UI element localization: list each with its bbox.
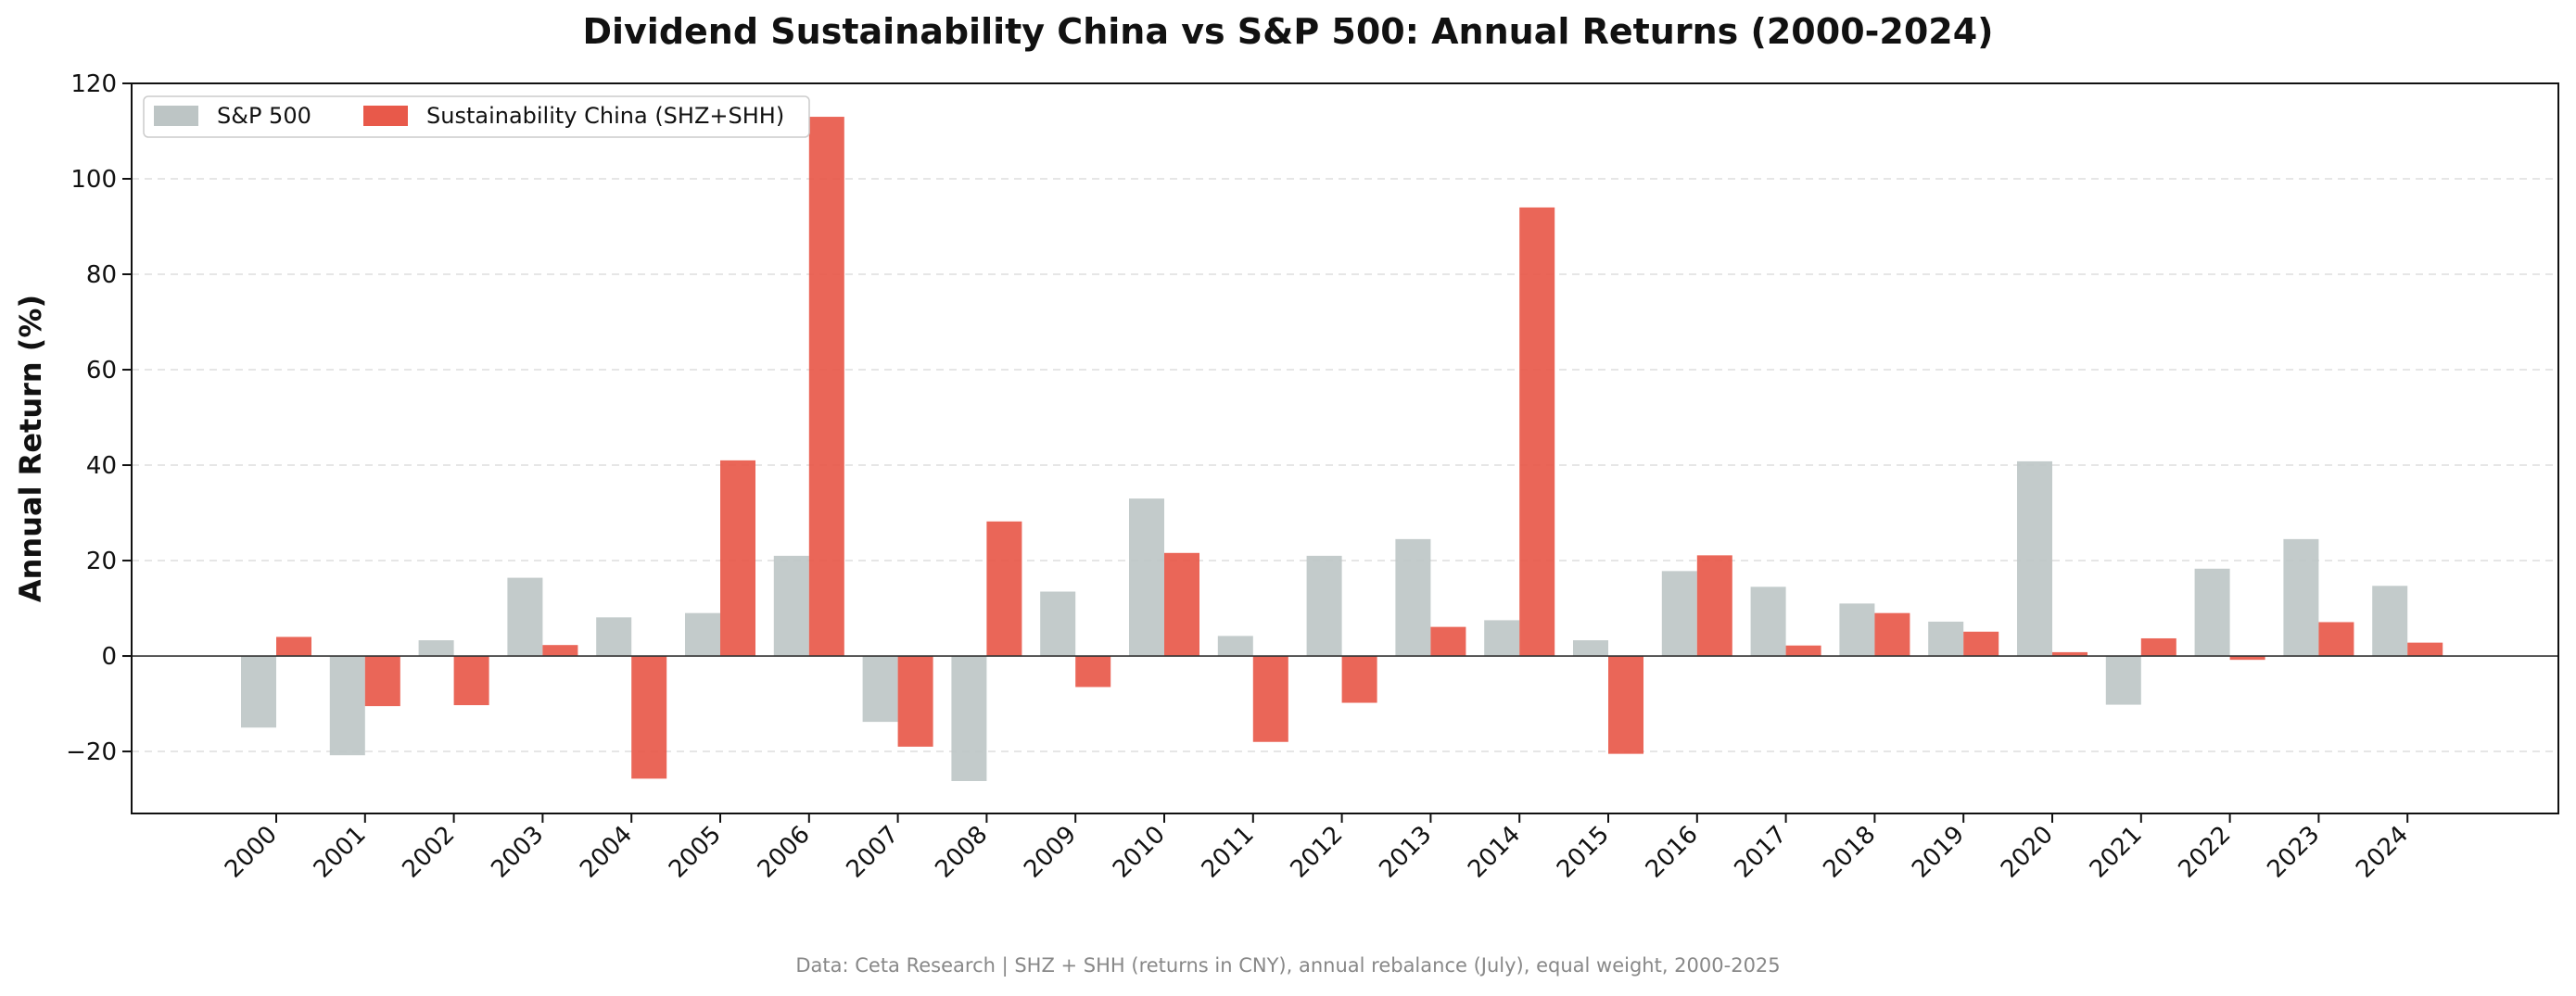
x-tick-label: 2015 (1552, 821, 1615, 884)
x-tick-label: 2020 (1996, 821, 2059, 884)
bar-sp500 (951, 656, 987, 781)
x-tick-label: 2016 (1641, 821, 1704, 884)
bar-sustainability-china (364, 656, 400, 707)
bar-sp500 (685, 612, 720, 657)
x-tick-label: 2014 (1463, 821, 1526, 884)
x-axis: 2000 2001 2002 2003 2004 2005 2006 2007 2008 2009… (220, 813, 2414, 884)
bar-sustainability-china (1164, 552, 1199, 657)
x-tick-label: 2004 (575, 821, 638, 884)
x-tick-label: 2024 (2351, 821, 2414, 884)
bar-sustainability-china (2052, 651, 2087, 657)
bar-sustainability-china (1252, 656, 1288, 742)
x-tick-label: 2012 (1286, 821, 1349, 884)
bar-sustainability-china (542, 645, 578, 657)
bar-sustainability-china (1696, 555, 1732, 657)
gridlines (132, 82, 2558, 753)
bar-sp500 (1217, 636, 1253, 657)
bars (241, 117, 2443, 781)
y-tick-label: 120 (70, 70, 117, 98)
bar-sp500 (1040, 591, 1076, 657)
bar-sp500 (1661, 571, 1697, 657)
x-tick-label: 2019 (1907, 821, 1970, 884)
bar-sustainability-china (986, 521, 1022, 657)
x-tick-label: 2018 (1818, 821, 1881, 884)
x-tick-label: 2005 (664, 821, 727, 884)
x-tick-label: 2010 (1108, 821, 1171, 884)
bar-sp500 (329, 656, 365, 756)
bar-sp500 (1306, 555, 1342, 657)
y-axis-label: Annual Return (%) (13, 295, 48, 602)
bar-sustainability-china (1075, 656, 1111, 687)
bar-sp500 (862, 656, 898, 723)
x-tick-label: 2021 (2085, 821, 2148, 884)
bar-sp500 (2017, 460, 2052, 657)
bar-sustainability-china (2229, 656, 2265, 661)
bar-sustainability-china (453, 656, 489, 706)
bar-sp500 (1928, 621, 1964, 657)
bar-sp500 (596, 617, 632, 657)
legend-label-sp500: S&P 500 (217, 103, 311, 129)
x-tick-label: 2013 (1374, 821, 1437, 884)
x-tick-label: 2003 (486, 821, 549, 884)
bar-sustainability-china (1963, 631, 1999, 657)
bar-sp500 (1395, 538, 1431, 657)
x-tick-label: 2002 (398, 821, 461, 884)
bar-sustainability-china (2140, 637, 2176, 657)
bar-sustainability-china (1608, 656, 1643, 754)
y-tick-label: 0 (101, 643, 117, 671)
x-tick-label: 2009 (1019, 821, 1082, 884)
chart-title: Dividend Sustainability China vs S&P 500… (582, 11, 1994, 52)
legend: S&P 500 Sustainability China (SHZ+SHH) (143, 95, 810, 138)
x-tick-label: 2007 (842, 821, 905, 884)
bar-sustainability-china (1519, 207, 1555, 657)
bar-sustainability-china (808, 117, 844, 657)
x-tick-label: 2022 (2174, 821, 2237, 884)
legend-swatch-sp500 (154, 106, 198, 126)
y-tick-label: 100 (70, 166, 117, 194)
bar-sustainability-china (1874, 612, 1910, 657)
x-tick-label: 2011 (1197, 821, 1260, 884)
bar-sustainability-china (631, 656, 667, 779)
bar-sustainability-china (720, 460, 755, 657)
bar-sustainability-china (897, 656, 933, 747)
bar-sp500 (1750, 586, 1786, 657)
bar-sp500 (2194, 568, 2230, 657)
bar-sp500 (241, 656, 276, 728)
source-note: Data: Ceta Research | SHZ + SHH (returns… (795, 954, 1781, 977)
bar-sp500 (1839, 603, 1875, 657)
bar-sp500 (1484, 620, 1520, 657)
bar-sustainability-china (2318, 622, 2354, 657)
bar-sustainability-china (2407, 642, 2443, 657)
y-tick-label: 20 (86, 548, 117, 575)
bar-sp500 (1129, 498, 1164, 657)
bar-sp500 (1573, 640, 1608, 657)
legend-swatch-sustainability-china (363, 106, 408, 126)
bar-sp500 (2105, 656, 2141, 705)
bar-sp500 (2372, 586, 2408, 657)
legend-label-sustainability-china: Sustainability China (SHZ+SHH) (426, 103, 784, 129)
x-tick-label: 2017 (1730, 821, 1793, 884)
bar-sustainability-china (276, 637, 311, 657)
y-tick-label: 80 (86, 261, 117, 289)
bar-sp500 (773, 555, 809, 657)
y-tick-label: 40 (86, 452, 117, 480)
x-tick-label: 2008 (930, 821, 993, 884)
y-tick-label: −20 (66, 738, 117, 766)
legend-box (143, 95, 810, 138)
plot-frame (131, 82, 2559, 814)
y-tick-label: 60 (86, 357, 117, 385)
x-tick-label: 2023 (2262, 821, 2325, 884)
bar-sustainability-china (1785, 645, 1821, 657)
bar-sustainability-china (1341, 656, 1377, 703)
x-tick-label: 2000 (220, 821, 283, 884)
bar-sp500 (2283, 538, 2319, 657)
bar-sp500 (507, 577, 543, 657)
x-tick-label: 2001 (309, 821, 372, 884)
bar-sustainability-china (1430, 626, 1466, 657)
bar-sp500 (418, 640, 454, 657)
x-tick-label: 2006 (753, 821, 816, 884)
y-axis: −20 0 20 40 60 80 100 120 (66, 70, 132, 766)
